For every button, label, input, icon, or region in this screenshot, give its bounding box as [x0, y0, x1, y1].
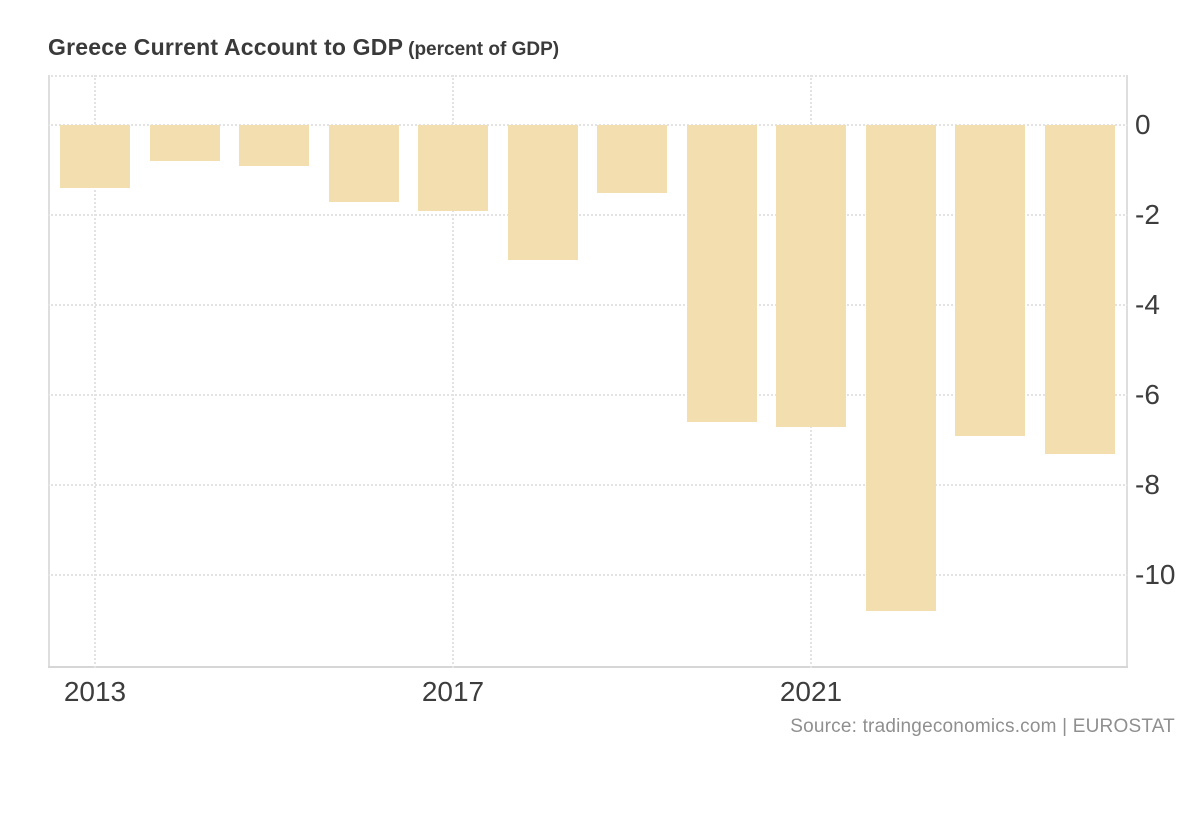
bar-2013[interactable]: [60, 125, 130, 188]
x-axis-tick-label: 2017: [421, 676, 485, 707]
bar-2020[interactable]: [686, 125, 757, 422]
y-gridline: [48, 214, 1128, 216]
x-axis-line: [48, 666, 1128, 668]
x-axis-tick-label: 2021: [779, 676, 843, 707]
x-axis-tick-label: 2013: [63, 676, 127, 707]
y-gridline: [48, 124, 1128, 126]
plot-border-left: [48, 75, 50, 668]
bar-2014[interactable]: [149, 125, 220, 161]
y-axis-tick-label: -2: [1135, 199, 1160, 230]
x-gridline: [452, 75, 454, 668]
bar-2023[interactable]: [955, 125, 1025, 436]
chart-header: Greece Current Account to GDP (percent of…: [48, 34, 559, 61]
chart-title: Greece Current Account to GDP: [48, 34, 404, 60]
bar-2018[interactable]: [507, 125, 578, 260]
chart-subtitle: (percent of GDP): [408, 39, 560, 60]
plot-area: [48, 75, 1128, 668]
y-gridline: [48, 304, 1128, 306]
bar-2024[interactable]: [1044, 125, 1115, 454]
y-axis-line: [1126, 75, 1128, 668]
y-axis-tick-label: -8: [1135, 469, 1160, 500]
bar-2021[interactable]: [776, 125, 846, 427]
y-gridline: [48, 574, 1128, 576]
bar-2017[interactable]: [418, 125, 488, 211]
y-gridline: [48, 394, 1128, 396]
y-axis-tick-label: -4: [1135, 289, 1160, 320]
y-axis-tick-label: -6: [1135, 379, 1160, 410]
source-text: Source: tradingeconomics.com | EUROSTAT: [790, 716, 1175, 737]
bar-2019[interactable]: [597, 125, 667, 193]
bar-2015[interactable]: [239, 125, 309, 166]
bar-2022[interactable]: [865, 125, 936, 611]
y-axis-tick-label: 0: [1135, 109, 1151, 140]
bar-2016[interactable]: [328, 125, 399, 202]
x-gridline: [94, 75, 96, 668]
plot-border-top: [48, 75, 1128, 77]
y-axis-tick-label: -10: [1135, 559, 1176, 590]
y-gridline: [48, 484, 1128, 486]
